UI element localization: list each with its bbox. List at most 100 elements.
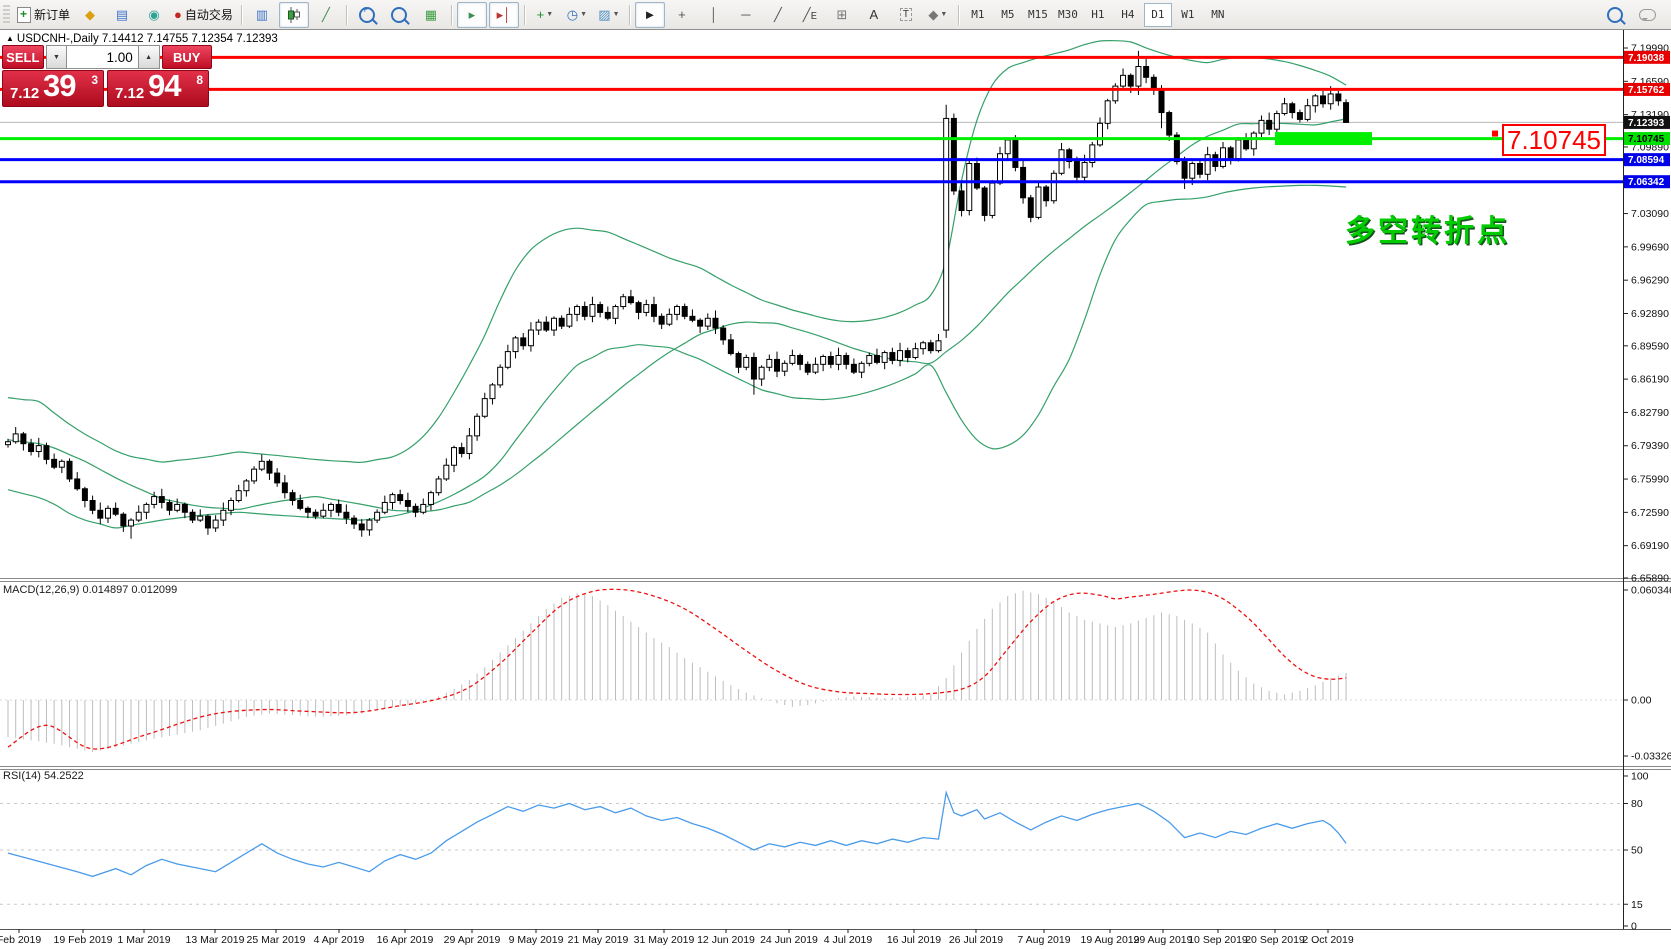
- timeframe-d1[interactable]: D1: [1143, 2, 1172, 27]
- candle: [381, 501, 388, 513]
- zoom-in-button[interactable]: +: [352, 2, 382, 28]
- bars-chart-button[interactable]: ▥: [247, 2, 277, 28]
- text-label-button[interactable]: T: [891, 2, 921, 28]
- candle: [881, 352, 888, 363]
- grid-button[interactable]: ⊞: [827, 2, 857, 28]
- chevron-down-icon: ▼: [546, 11, 554, 18]
- cursor-button[interactable]: ►: [634, 1, 665, 28]
- timeframe-m5[interactable]: M5: [1001, 8, 1015, 21]
- zoom-out-button[interactable]: −: [384, 2, 414, 28]
- timeframe-m15[interactable]: M15: [1027, 8, 1048, 21]
- toolbar-separator: [345, 4, 347, 25]
- date-label: 29 Aug 2019: [1134, 934, 1193, 946]
- sell-price-button[interactable]: 7.12 39 3: [2, 68, 104, 107]
- candle: [258, 460, 265, 470]
- candle: [758, 366, 765, 380]
- search-button[interactable]: [1600, 2, 1630, 28]
- candle: [912, 348, 919, 358]
- price-badge: [1624, 82, 1670, 96]
- candle: [797, 355, 804, 365]
- candle: [997, 153, 1004, 184]
- candle: [1050, 172, 1057, 202]
- candle: [1273, 113, 1280, 130]
- period-button[interactable]: ◷ ▼: [562, 2, 592, 28]
- date-label: 16 Jul 2019: [887, 934, 941, 946]
- candle: [504, 351, 511, 368]
- crosshair-button[interactable]: +: [667, 2, 697, 28]
- date-label: 12 Jun 2019: [697, 934, 755, 946]
- candle: [204, 515, 211, 529]
- horizontal-line-button[interactable]: ─: [731, 2, 761, 28]
- tile-windows-icon: ▦: [424, 7, 438, 22]
- timeframe-h1[interactable]: H1: [1091, 8, 1105, 21]
- macd-label: MACD(12,26,9) 0.014897 0.012099: [3, 584, 178, 596]
- trendline-button[interactable]: ╱: [763, 2, 793, 28]
- date-label: 2 Oct 2019: [1302, 934, 1354, 946]
- timeframe-m30[interactable]: M30: [1057, 8, 1078, 21]
- chat-button[interactable]: [1632, 2, 1662, 28]
- line-chart-button[interactable]: ╱: [311, 2, 341, 28]
- candle: [43, 445, 50, 460]
- signal-icon[interactable]: ◉: [139, 2, 169, 28]
- shapes-button[interactable]: ◆ ▼: [923, 2, 953, 28]
- green-zone-highlight[interactable]: [1275, 132, 1372, 146]
- candle: [1196, 163, 1203, 175]
- candle: [1312, 95, 1319, 107]
- volume-input[interactable]: 1.00: [67, 45, 138, 69]
- candlestick-chart-button[interactable]: [278, 1, 309, 28]
- buy-price-button[interactable]: 7.12 94 8: [107, 68, 209, 107]
- charts-window-icon-icon: ▤: [115, 7, 129, 22]
- timeframe-m1[interactable]: M1: [971, 8, 985, 21]
- timeframe-w1[interactable]: W1: [1181, 8, 1195, 21]
- price-note-box[interactable]: 7.10745: [1502, 124, 1606, 156]
- candle: [689, 315, 696, 321]
- volume-decrease-button[interactable]: ▼: [45, 45, 68, 69]
- svg-text:100: 100: [1631, 771, 1649, 783]
- turning-point-annotation[interactable]: 多空转折点: [1345, 215, 1510, 248]
- volume-increase-button[interactable]: ▲: [137, 45, 160, 69]
- hammer-icon[interactable]: ◆: [75, 2, 105, 28]
- auto-trading-button[interactable]: ● 自动交易: [171, 2, 236, 28]
- candle: [412, 505, 419, 513]
- buy-price-big: 94: [148, 68, 181, 103]
- timeframe-mn[interactable]: MN: [1211, 8, 1225, 21]
- candle: [827, 355, 834, 365]
- toolbar-grip: [3, 4, 10, 25]
- svg-text:80: 80: [1631, 798, 1643, 810]
- tile-windows-button[interactable]: ▦: [416, 2, 446, 28]
- time-axis: Feb 2019 19 Feb 2019 1 Mar 2019 13 Mar 2019…: [0, 929, 1354, 946]
- candle: [474, 415, 481, 437]
- chart-shift-button[interactable]: ▸│: [488, 1, 519, 28]
- candle: [620, 296, 627, 308]
- collapse-panel-icon[interactable]: ▲: [6, 34, 14, 43]
- candle: [558, 317, 565, 327]
- auto-scroll-button[interactable]: ▸: [456, 1, 487, 28]
- template-button[interactable]: ▨ ▼: [594, 2, 624, 28]
- candle: [958, 190, 965, 212]
- svg-text:6.92890: 6.92890: [1631, 308, 1669, 320]
- candle: [81, 488, 88, 502]
- buy-button[interactable]: BUY: [161, 45, 213, 69]
- candle: [351, 517, 358, 525]
- candle: [1243, 139, 1250, 150]
- text-button[interactable]: A: [859, 2, 889, 28]
- auto-trading-icon: ●: [174, 7, 182, 22]
- svg-text:6.72590: 6.72590: [1631, 507, 1669, 519]
- vertical-line-button[interactable]: │: [699, 2, 729, 28]
- sell-button[interactable]: SELL: [2, 45, 44, 69]
- chevron-down-icon: ▼: [612, 11, 620, 18]
- fibonacci-button[interactable]: ╱ᴇ: [795, 2, 825, 28]
- date-label: 1 Mar 2019: [117, 934, 170, 946]
- candle: [497, 366, 504, 386]
- date-label: 4 Apr 2019: [314, 934, 365, 946]
- timeframe-h4[interactable]: H4: [1121, 8, 1135, 21]
- new-order-button[interactable]: + 新订单: [14, 2, 73, 28]
- candle: [112, 507, 119, 515]
- date-label: 21 May 2019: [568, 934, 629, 946]
- candle: [66, 460, 73, 480]
- charts-window-icon[interactable]: ▤: [107, 2, 137, 28]
- indicators-button[interactable]: + ▼: [530, 2, 560, 28]
- candle: [35, 445, 42, 453]
- one-click-trade-panel: SELL ▼ 1.00 ▲ BUY 7.12 39 3 7.12 94 8: [2, 45, 213, 107]
